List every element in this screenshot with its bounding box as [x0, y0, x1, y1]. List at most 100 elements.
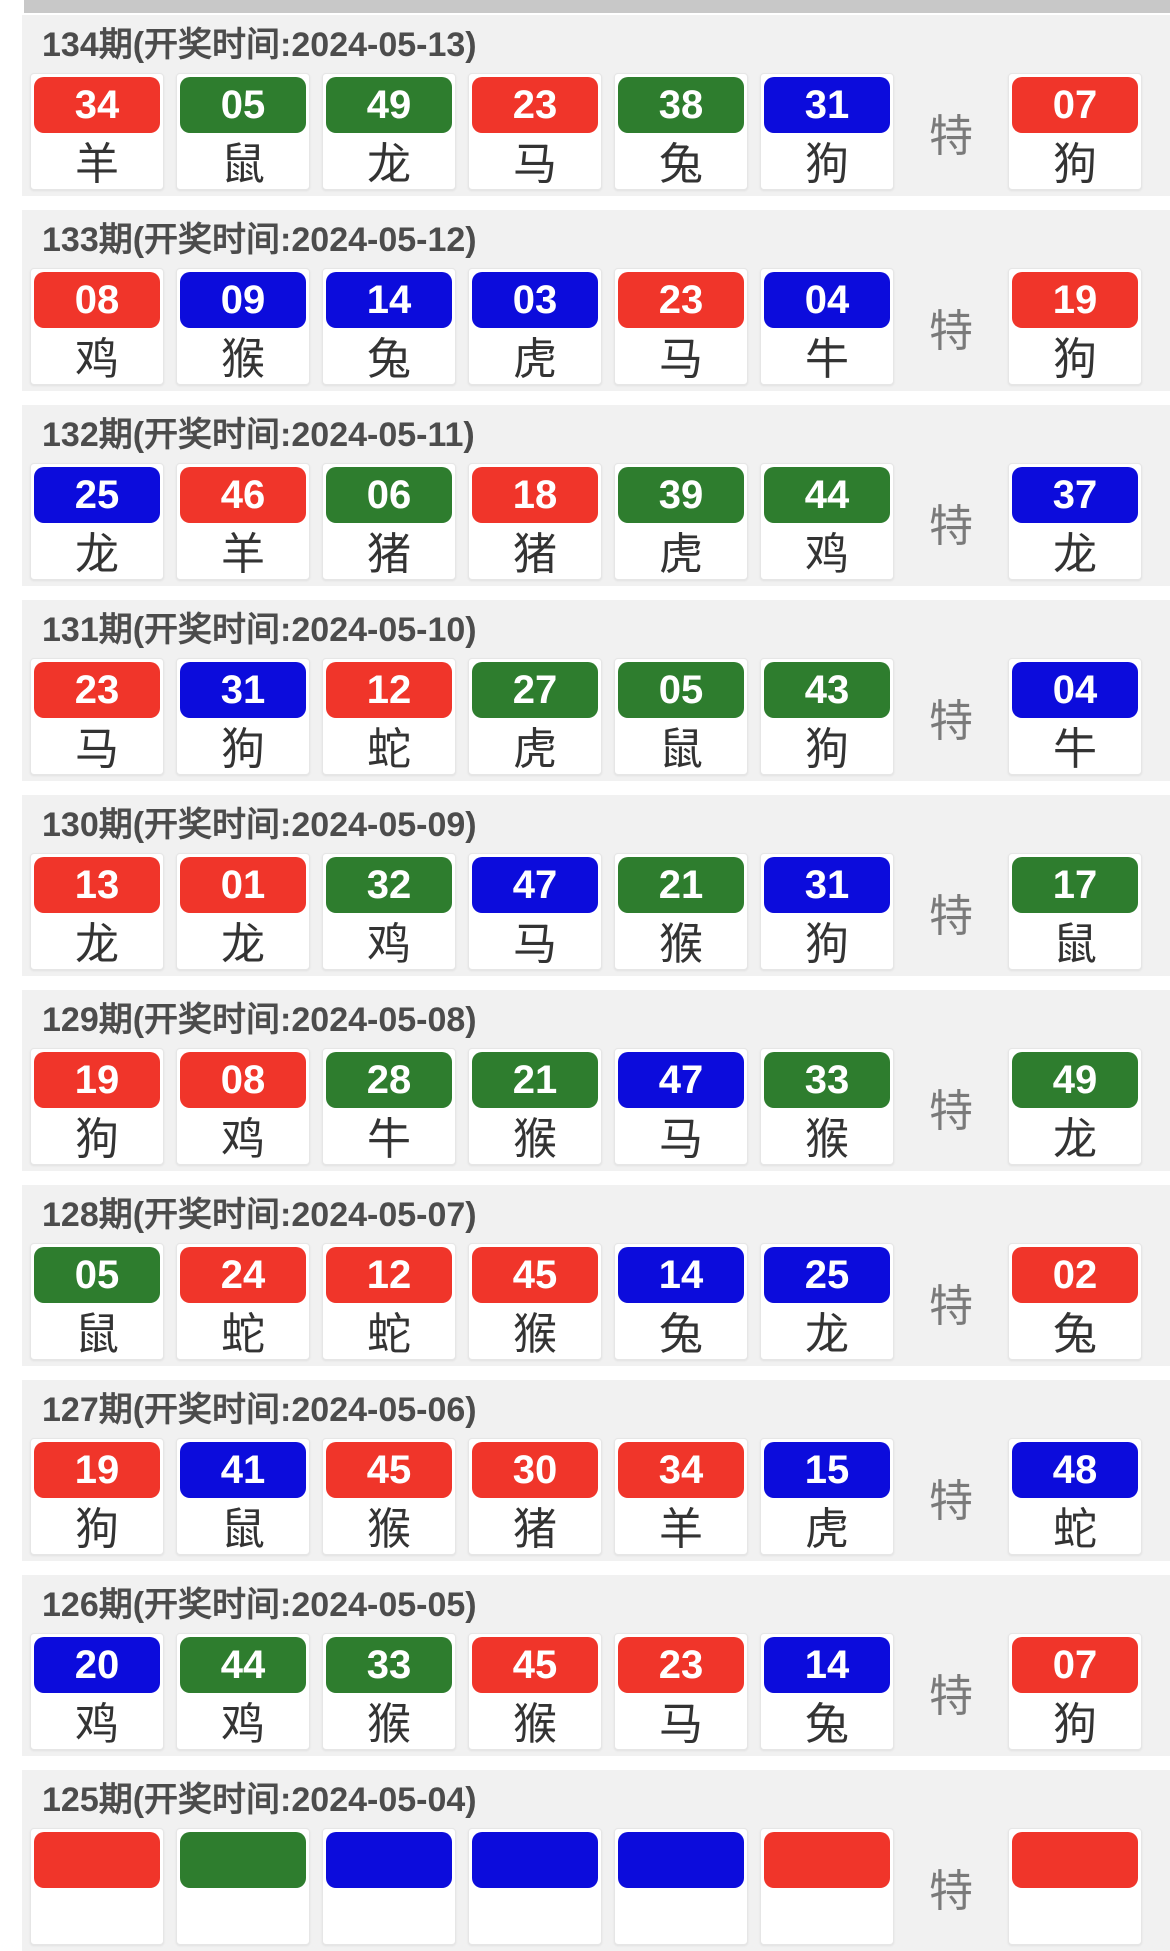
- zodiac-label: 猪: [513, 530, 557, 579]
- ball-card: 21 猴: [468, 1048, 602, 1165]
- zodiac-label: 猴: [659, 920, 703, 969]
- draw-result-section: 129期(开奖时间:2024-05-08) 19 狗 08 鸡 28 牛 21 …: [22, 990, 1170, 1171]
- ball-card: 14 兔: [614, 1243, 748, 1360]
- ball-card: 23 马: [468, 73, 602, 190]
- draw-result-section: 126期(开奖时间:2024-05-05) 20 鸡 44 鸡 33 猴 45 …: [22, 1575, 1170, 1756]
- ball-number: 23: [618, 272, 744, 328]
- zodiac-label: 兔: [659, 1310, 703, 1359]
- special-label: 特: [929, 306, 973, 356]
- ball-number: 18: [472, 467, 598, 523]
- balls-row: 05 鼠 24 蛇 12 蛇 45 猴 14 兔 25 龙 特 02 兔: [30, 1243, 1142, 1360]
- ball-card: 06 猪: [322, 463, 456, 580]
- ball-card: 14 兔: [760, 1633, 894, 1750]
- ball-card: 45 猴: [468, 1633, 602, 1750]
- ball-card: 23 马: [614, 268, 748, 385]
- zodiac-label: 鸡: [221, 1115, 265, 1164]
- zodiac-label: 鸡: [367, 920, 411, 969]
- zodiac-label: 羊: [221, 530, 265, 579]
- zodiac-label: 鸡: [75, 335, 119, 384]
- zodiac-label: 狗: [805, 140, 849, 189]
- zodiac-label: 鸡: [75, 1700, 119, 1749]
- ball-number: 27: [472, 662, 598, 718]
- zodiac-label: [31, 1888, 163, 1942]
- draw-header: 127期(开奖时间:2024-05-06): [42, 1391, 477, 1429]
- ball-card: 28 牛: [322, 1048, 456, 1165]
- ball-number: 25: [764, 1247, 890, 1303]
- draw-result-section: 127期(开奖时间:2024-05-06) 19 狗 41 鼠 45 猴 30 …: [22, 1380, 1170, 1561]
- zodiac-label: 狗: [1053, 335, 1097, 384]
- ball-card: 08 鸡: [30, 268, 164, 385]
- draw-result-section: 133期(开奖时间:2024-05-12) 08 鸡 09 猴 14 兔 03 …: [22, 210, 1170, 391]
- ball-number: 08: [180, 1052, 306, 1108]
- ball-number: 33: [326, 1637, 452, 1693]
- zodiac-label: 羊: [659, 1505, 703, 1554]
- ball-card: 13 龙: [30, 853, 164, 970]
- ball-card: 31 狗: [176, 658, 310, 775]
- ball-card: [760, 1828, 894, 1945]
- ball-card: 47 马: [468, 853, 602, 970]
- balls-row: 23 马 31 狗 12 蛇 27 虎 05 鼠 43 狗 特 04 牛: [30, 658, 1142, 775]
- ball-number: 05: [34, 1247, 160, 1303]
- ball-number: 20: [34, 1637, 160, 1693]
- ball-card: 04 牛: [1008, 658, 1142, 775]
- ball-card: 05 鼠: [614, 658, 748, 775]
- zodiac-label: 兔: [1053, 1310, 1097, 1359]
- zodiac-label: 狗: [805, 725, 849, 774]
- ball-number: 03: [472, 272, 598, 328]
- zodiac-label: 猴: [513, 1115, 557, 1164]
- draw-header: 134期(开奖时间:2024-05-13): [42, 26, 477, 64]
- ball-number: 41: [180, 1442, 306, 1498]
- special-label: 特: [929, 1866, 973, 1916]
- zodiac-label: 兔: [805, 1700, 849, 1749]
- ball-card: 33 猴: [322, 1633, 456, 1750]
- ball-number: 49: [1012, 1052, 1138, 1108]
- zodiac-label: 虎: [513, 725, 557, 774]
- ball-number: 39: [618, 467, 744, 523]
- ball-number: 14: [618, 1247, 744, 1303]
- ball-card: 21 猴: [614, 853, 748, 970]
- ball-number: 25: [34, 467, 160, 523]
- ball-number: 12: [326, 662, 452, 718]
- ball-number: 14: [764, 1637, 890, 1693]
- zodiac-label: 虎: [805, 1505, 849, 1554]
- ball-number: 31: [764, 77, 890, 133]
- zodiac-label: 狗: [221, 725, 265, 774]
- ball-number: 31: [764, 857, 890, 913]
- ball-card: 05 鼠: [176, 73, 310, 190]
- ball-number: [618, 1832, 744, 1888]
- draw-result-section: 132期(开奖时间:2024-05-11) 25 龙 46 羊 06 猪 18 …: [22, 405, 1170, 586]
- zodiac-label: 猴: [513, 1700, 557, 1749]
- ball-card: 20 鸡: [30, 1633, 164, 1750]
- ball-card: 08 鸡: [176, 1048, 310, 1165]
- zodiac-label: 牛: [1053, 725, 1097, 774]
- ball-card: 15 虎: [760, 1438, 894, 1555]
- ball-card: 34 羊: [614, 1438, 748, 1555]
- draw-result-section: 125期(开奖时间:2024-05-04) 特: [22, 1770, 1170, 1951]
- ball-card: 02 兔: [1008, 1243, 1142, 1360]
- ball-card: 48 蛇: [1008, 1438, 1142, 1555]
- ball-number: 17: [1012, 857, 1138, 913]
- ball-number: 30: [472, 1442, 598, 1498]
- zodiac-label: 兔: [659, 140, 703, 189]
- ball-card: [176, 1828, 310, 1945]
- ball-card: [30, 1828, 164, 1945]
- ball-number: 34: [618, 1442, 744, 1498]
- ball-card: 19 狗: [30, 1048, 164, 1165]
- zodiac-label: 马: [513, 920, 557, 969]
- ball-number: 08: [34, 272, 160, 328]
- zodiac-label: 马: [513, 140, 557, 189]
- zodiac-label: 狗: [75, 1505, 119, 1554]
- zodiac-label: 龙: [75, 530, 119, 579]
- ball-number: 43: [764, 662, 890, 718]
- ball-card: 46 羊: [176, 463, 310, 580]
- ball-number: 44: [180, 1637, 306, 1693]
- ball-number: 04: [1012, 662, 1138, 718]
- zodiac-label: 龙: [221, 920, 265, 969]
- ball-card: 44 鸡: [760, 463, 894, 580]
- zodiac-label: 龙: [805, 1310, 849, 1359]
- ball-number: 14: [326, 272, 452, 328]
- zodiac-label: 猪: [513, 1505, 557, 1554]
- zodiac-label: 猴: [367, 1700, 411, 1749]
- ball-card: 27 虎: [468, 658, 602, 775]
- draw-header: 130期(开奖时间:2024-05-09): [42, 806, 477, 844]
